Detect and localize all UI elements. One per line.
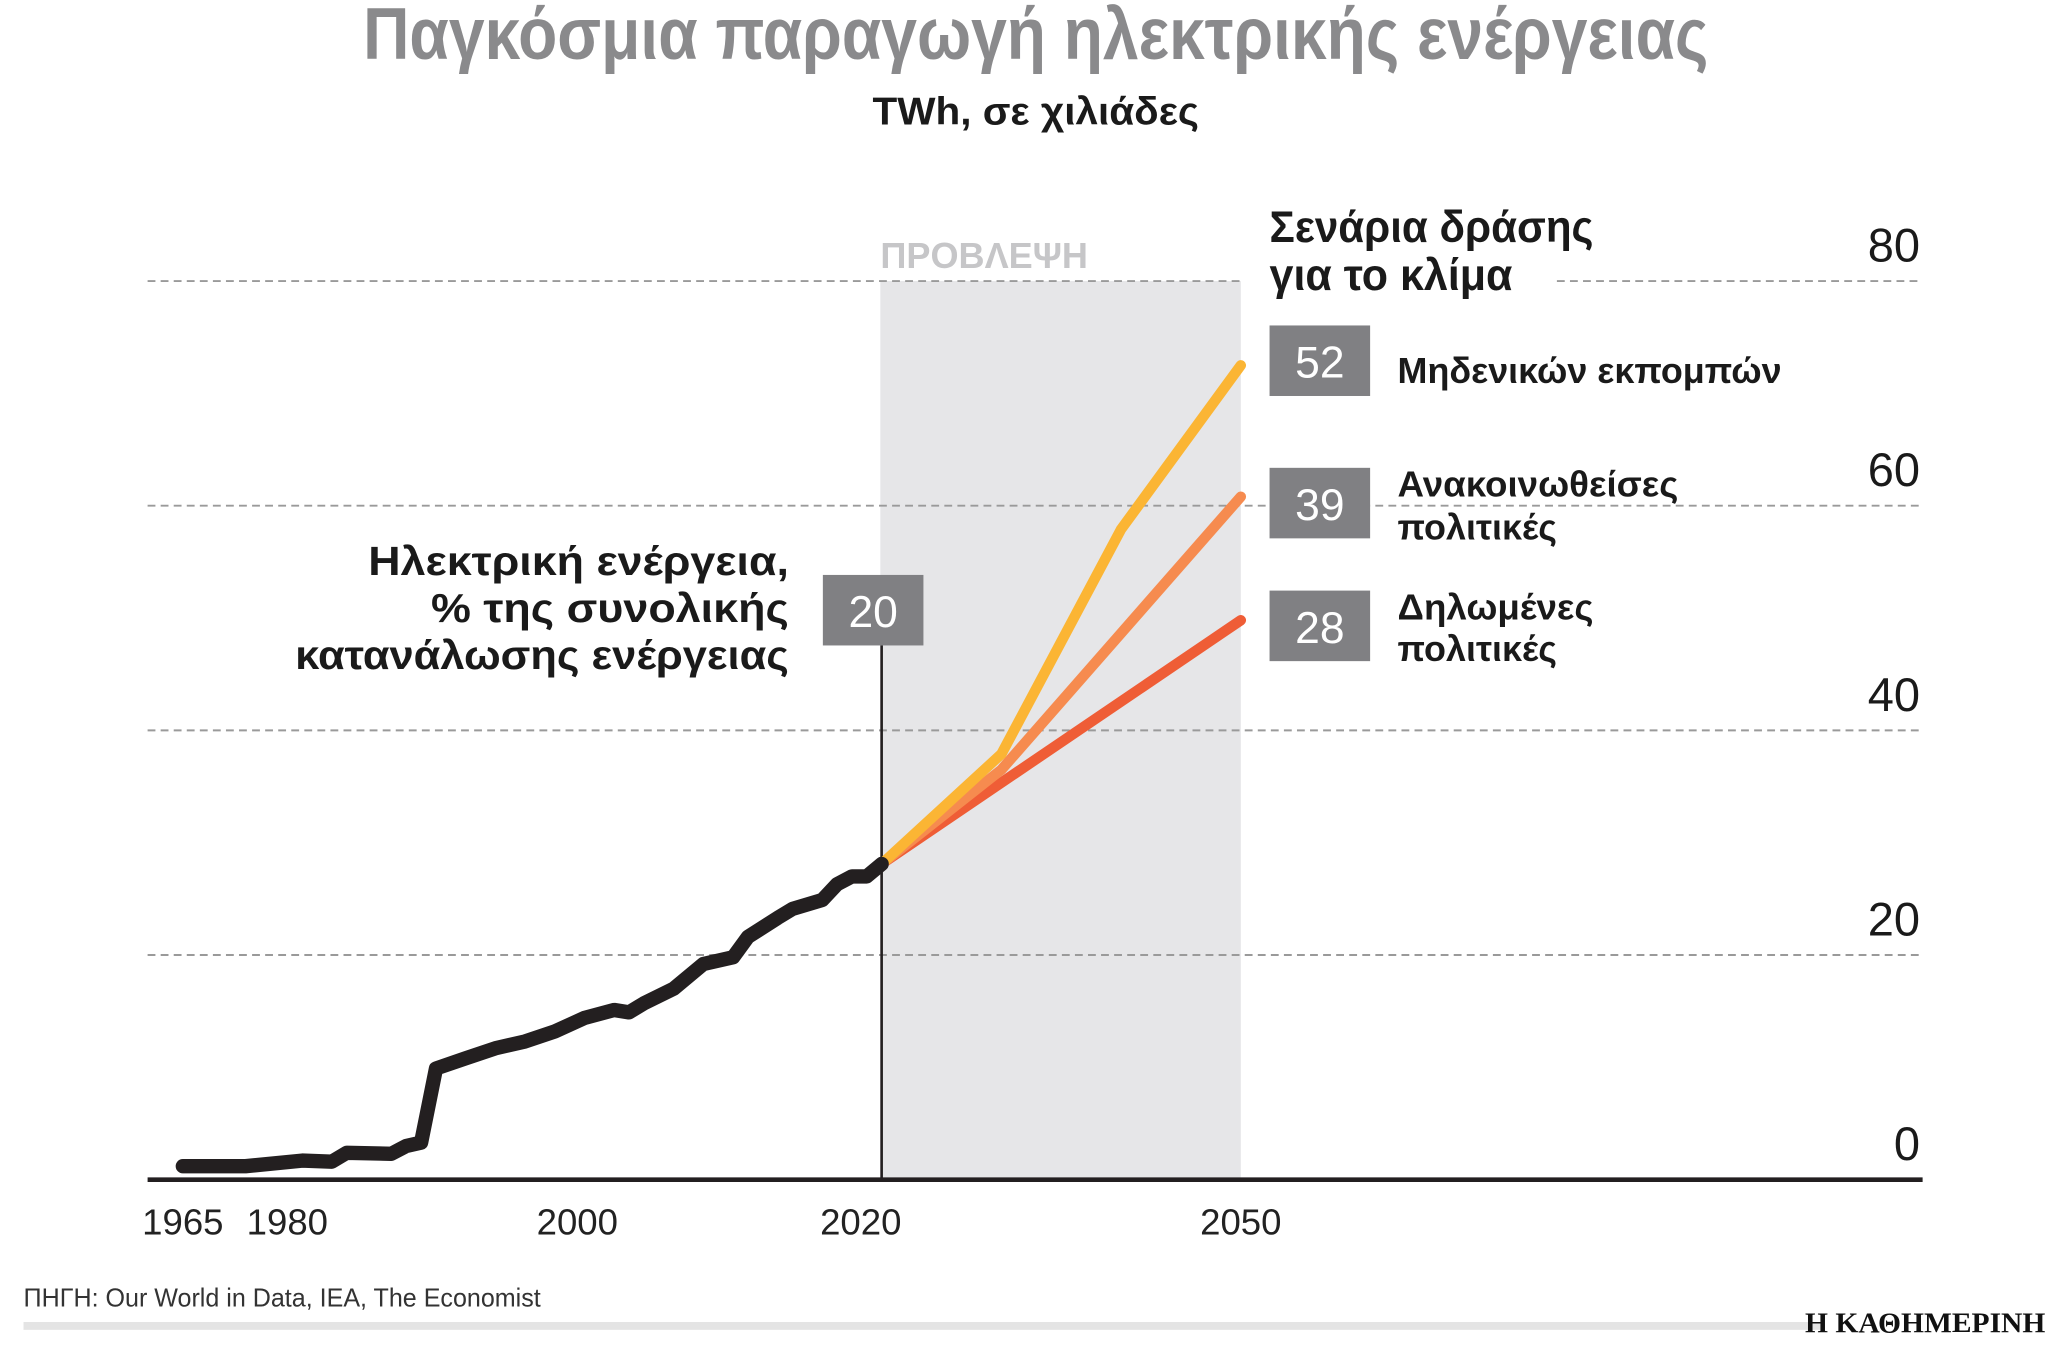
x-axis-ticks: 1965 1980 2000 2020 2050 <box>142 1202 1281 1243</box>
share-2020-value: 20 <box>848 588 897 637</box>
scenario-share-value: 28 <box>1295 604 1344 653</box>
scenarios-title-line-1: Σενάρια δράσης <box>1270 203 1594 252</box>
publisher-logo: Η ΚΑΘΗΜΕΡΙΝΗ <box>1805 1307 2045 1339</box>
scenario-line <box>876 360 1247 870</box>
scenario-share-box <box>1269 590 1371 662</box>
x-tick-label: 1980 <box>247 1202 328 1243</box>
chart-title: Παγκόσμια παραγωγή ηλεκτρικής ενέργειας <box>363 0 1708 75</box>
forecast-label: ΠΡΟΒΛΕΨΗ <box>880 235 1088 276</box>
history-line <box>175 856 889 1174</box>
y-tick-label: 20 <box>1868 892 1920 945</box>
scenarios-title-line-2: για το κλίμα <box>1270 251 1513 300</box>
x-tick-label: 2020 <box>820 1202 901 1243</box>
footer-bar <box>23 1322 1823 1330</box>
scenario-share-value: 39 <box>1295 481 1344 530</box>
y-tick-label: 60 <box>1868 443 1920 496</box>
share-annotation-line-1: Ηλεκτρική ενέργεια, <box>368 538 789 584</box>
gridlines <box>147 280 1920 956</box>
scenario-share-box <box>1269 325 1371 396</box>
y-axis-ticks: 80 60 40 20 0 <box>1868 218 1920 1170</box>
source-note: ΠΗΓΗ: Our World in Data, IEA, The Econom… <box>24 1282 542 1312</box>
y-tick-label: 0 <box>1894 1117 1920 1170</box>
x-tick-label: 2050 <box>1200 1202 1281 1243</box>
scenario-label: πολιτικές <box>1398 628 1557 669</box>
x-tick-label: 1965 <box>142 1202 223 1243</box>
y-tick-label: 40 <box>1868 668 1920 721</box>
chart-subtitle: TWh, σε χιλιάδες <box>872 90 1199 133</box>
share-2020-box <box>822 574 924 646</box>
scenario-label: Μηδενικών εκπομπών <box>1398 350 1782 391</box>
scenario-label: πολιτικές <box>1398 507 1557 548</box>
scenario-label: Δηλωμένες <box>1398 586 1594 627</box>
scenario-label: Ανακοινωθείσες <box>1398 464 1679 505</box>
y-tick-label: 80 <box>1868 218 1920 271</box>
share-annotation-line-2: % της συνολικής <box>431 585 789 631</box>
scenario-share-box <box>1269 467 1371 539</box>
share-annotation-line-3: κατανάλωσης ενέργειας <box>295 632 789 678</box>
x-tick-label: 2000 <box>537 1202 618 1243</box>
scenario-share-value: 52 <box>1295 339 1344 388</box>
series-lines <box>175 360 1247 1174</box>
